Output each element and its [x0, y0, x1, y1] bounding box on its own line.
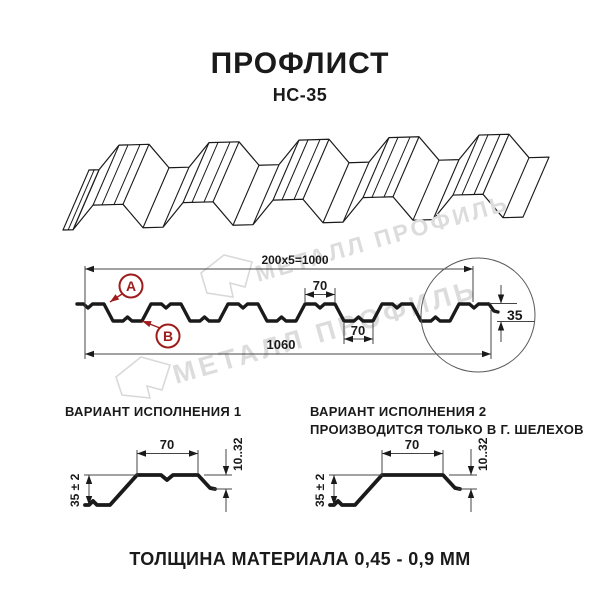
label-a-circle [118, 273, 144, 299]
v1-dim-height: 35 ± 2 [68, 473, 82, 507]
label-b-circle [155, 323, 181, 349]
v1-dim-top: 70 [160, 437, 174, 452]
v2-dim-top: 70 [405, 437, 419, 452]
cross-section-drawing [75, 302, 500, 323]
logo-flag-icon [115, 356, 172, 399]
page-title: ПРОФЛИСТ [210, 47, 390, 80]
leader-a [109, 293, 123, 303]
v2-dim-edge: 10..32 [476, 437, 490, 471]
detail-circle [420, 257, 536, 373]
label-b: B [163, 328, 173, 344]
dim-rib-top: 70 [313, 278, 327, 293]
variant2-drawing [328, 449, 477, 512]
variant2-note: ПРОИЗВОДИТСЯ ТОЛЬКО В Г. ШЕЛЕХОВ [310, 422, 584, 437]
logo-flag-icon [200, 254, 253, 298]
variant1-drawing [83, 449, 232, 512]
v2-dim-height: 35 ± 2 [313, 473, 327, 507]
profile-code: НС-35 [272, 85, 328, 105]
dim-rib-bottom: 70 [351, 323, 365, 338]
variant2-title-block: ВАРИАНТ ИСПОЛНЕНИЯ 2 ПРОИЗВОДИТСЯ ТОЛЬКО… [310, 403, 584, 439]
variant2-title: ВАРИАНТ ИСПОЛНЕНИЯ 2 [310, 404, 487, 419]
leader-b [141, 320, 161, 329]
material-thickness-note: ТОЛЩИНА МАТЕРИАЛА 0,45 - 0,9 ММ [129, 549, 471, 569]
dimension-lines [84, 265, 535, 359]
v1-dim-edge: 10..32 [231, 437, 245, 471]
dim-top-total: 200x5=1000 [261, 253, 328, 267]
variant1-title: ВАРИАНТ ИСПОЛНЕНИЯ 1 [65, 404, 242, 419]
label-a: A [126, 278, 136, 294]
profile-3d-drawing [62, 133, 550, 231]
dim-height: 35 [507, 307, 523, 323]
dim-bottom-total: 1060 [267, 337, 296, 352]
